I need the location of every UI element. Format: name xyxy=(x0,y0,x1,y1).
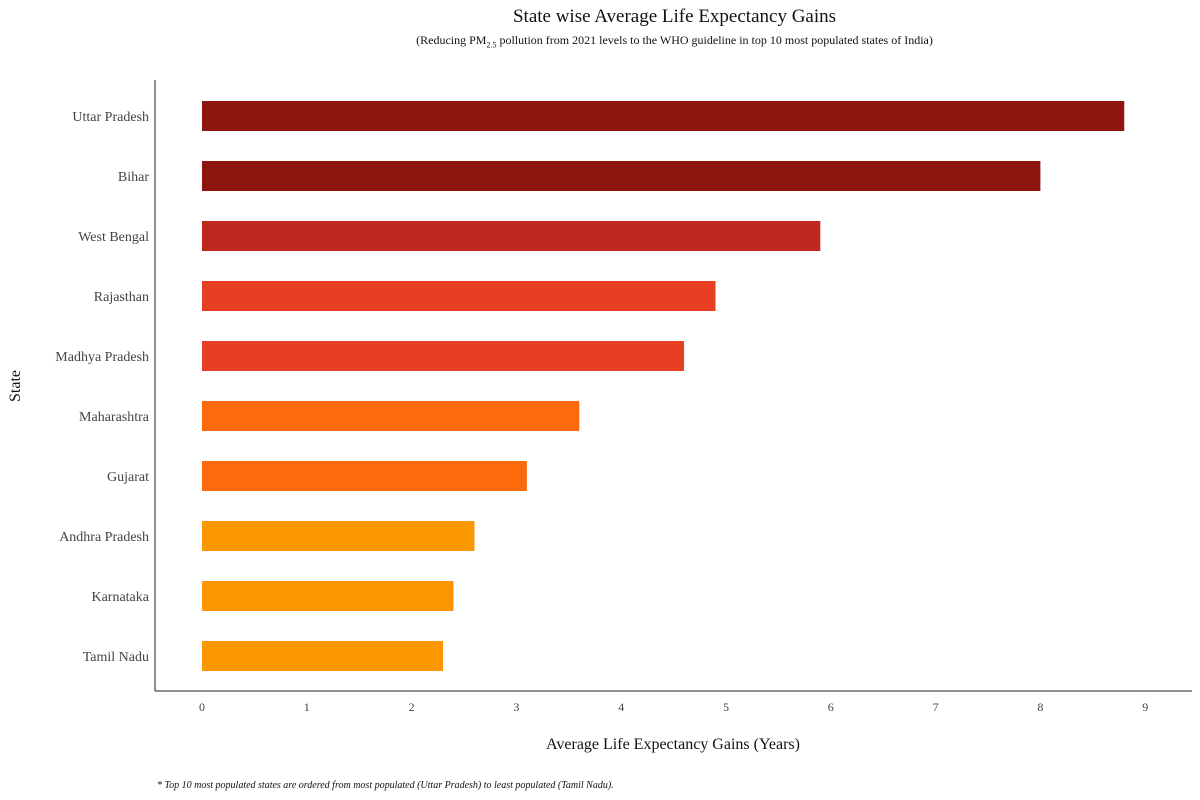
x-tick-label: 3 xyxy=(513,700,519,714)
bar-karnataka xyxy=(202,581,454,611)
bars-layer xyxy=(202,101,1125,671)
x-tick-label: 2 xyxy=(409,700,415,714)
footnote: * Top 10 most populated states are order… xyxy=(157,780,614,791)
bar-tamil-nadu xyxy=(202,641,444,671)
chart-subtitle: (Reducing PM2.5 pollution from 2021 leve… xyxy=(0,33,1200,49)
axes-layer xyxy=(154,80,1192,692)
x-axis-label: Average Life Expectancy Gains (Years) xyxy=(546,736,800,753)
y-tick-label: Maharashtra xyxy=(79,410,150,425)
y-tick-label: Karnataka xyxy=(91,590,149,605)
bar-rajasthan xyxy=(202,281,716,311)
bar-gujarat xyxy=(202,461,527,491)
y-tick-label: Rajasthan xyxy=(94,290,149,305)
y-tick-label: Uttar Pradesh xyxy=(72,110,149,125)
y-tick-label: Andhra Pradesh xyxy=(59,530,149,545)
labels-layer: Uttar Pradesh Bihar West Bengal Rajasthan Ma… xyxy=(7,110,1148,753)
bar-maharashtra xyxy=(202,401,580,431)
bar-west-bengal xyxy=(202,221,821,251)
x-tick-label: 6 xyxy=(828,700,834,714)
x-tick-label: 8 xyxy=(1037,700,1043,714)
y-tick-label: Madhya Pradesh xyxy=(55,350,149,365)
x-tick-label: 9 xyxy=(1142,700,1148,714)
y-tick-label: Gujarat xyxy=(107,470,149,485)
x-tick-label: 4 xyxy=(618,700,624,714)
chart-subtitle-subscript: 2.5 xyxy=(486,40,497,50)
y-tick-label: West Bengal xyxy=(78,230,149,245)
y-tick-label: Tamil Nadu xyxy=(83,650,149,665)
x-tick-label: 5 xyxy=(723,700,729,714)
chart-subtitle-suffix: pollution from 2021 levels to the WHO gu… xyxy=(496,33,933,47)
chart-title: State wise Average Life Expectancy Gains xyxy=(512,6,837,27)
x-tick-label: 0 xyxy=(199,700,205,714)
x-tick-label: 1 xyxy=(304,700,310,714)
chart-subtitle-prefix: (Reducing PM xyxy=(416,33,487,47)
bar-andhra-pradesh xyxy=(202,521,475,551)
bar-madhya-pradesh xyxy=(202,341,685,371)
bar-uttar-pradesh xyxy=(202,101,1125,131)
x-tick-label: 7 xyxy=(933,700,939,714)
y-tick-label: Bihar xyxy=(118,170,149,185)
y-axis-label: State xyxy=(7,370,24,402)
bar-bihar xyxy=(202,161,1041,191)
